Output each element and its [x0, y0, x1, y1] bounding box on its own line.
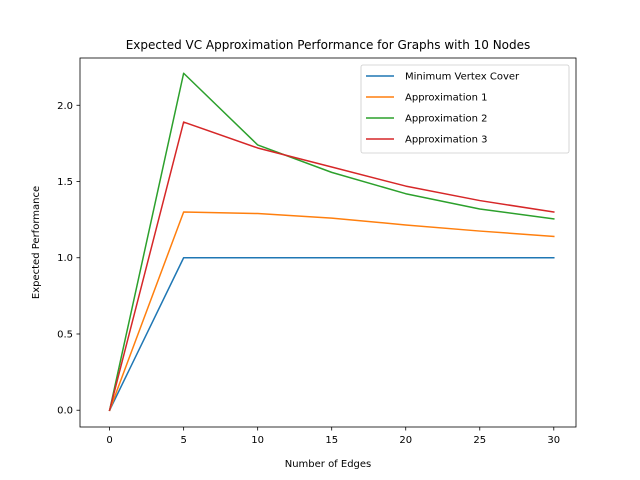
y-tick-label: 0.0: [57, 406, 73, 417]
chart-title: Expected VC Approximation Performance fo…: [126, 38, 531, 52]
x-tick-label: 15: [325, 435, 338, 446]
legend-label: Approximation 3: [405, 135, 488, 146]
y-tick-label: 0.5: [57, 329, 73, 340]
x-tick-label: 25: [473, 435, 486, 446]
y-tick-label: 1.5: [57, 177, 73, 188]
x-axis-label: Number of Edges: [285, 459, 372, 470]
x-tick-label: 0: [106, 435, 112, 446]
y-axis: 0.0 0.5 1.0 1.5 2.0: [57, 101, 80, 417]
legend-box: [360, 64, 570, 154]
series-layer: [108, 72, 555, 412]
x-tick-label: 30: [547, 435, 560, 446]
x-tick-label: 20: [399, 435, 412, 446]
x-tick-label: 10: [251, 435, 264, 446]
series-line-minimum-vertex-cover: [108, 256, 555, 412]
x-axis: 0 5 10 15 20 25 30: [106, 427, 560, 446]
x-tick-label: 5: [180, 435, 186, 446]
y-tick-label: 2.0: [57, 101, 73, 112]
series-line-approximation-2: [108, 72, 555, 412]
y-tick-label: 1.0: [57, 253, 73, 264]
series-line-approximation-3: [108, 121, 555, 412]
legend: Minimum Vertex Cover Approximation 1 Appro…: [360, 64, 570, 154]
legend-label: Approximation 2: [405, 114, 488, 125]
legend-label: Minimum Vertex Cover: [405, 72, 520, 83]
series-line-approximation-1: [108, 211, 555, 412]
y-axis-label: Expected Performance: [31, 186, 42, 299]
legend-label: Approximation 1: [405, 93, 488, 104]
plot-area: [79, 57, 577, 428]
axes-frame: [79, 57, 577, 428]
